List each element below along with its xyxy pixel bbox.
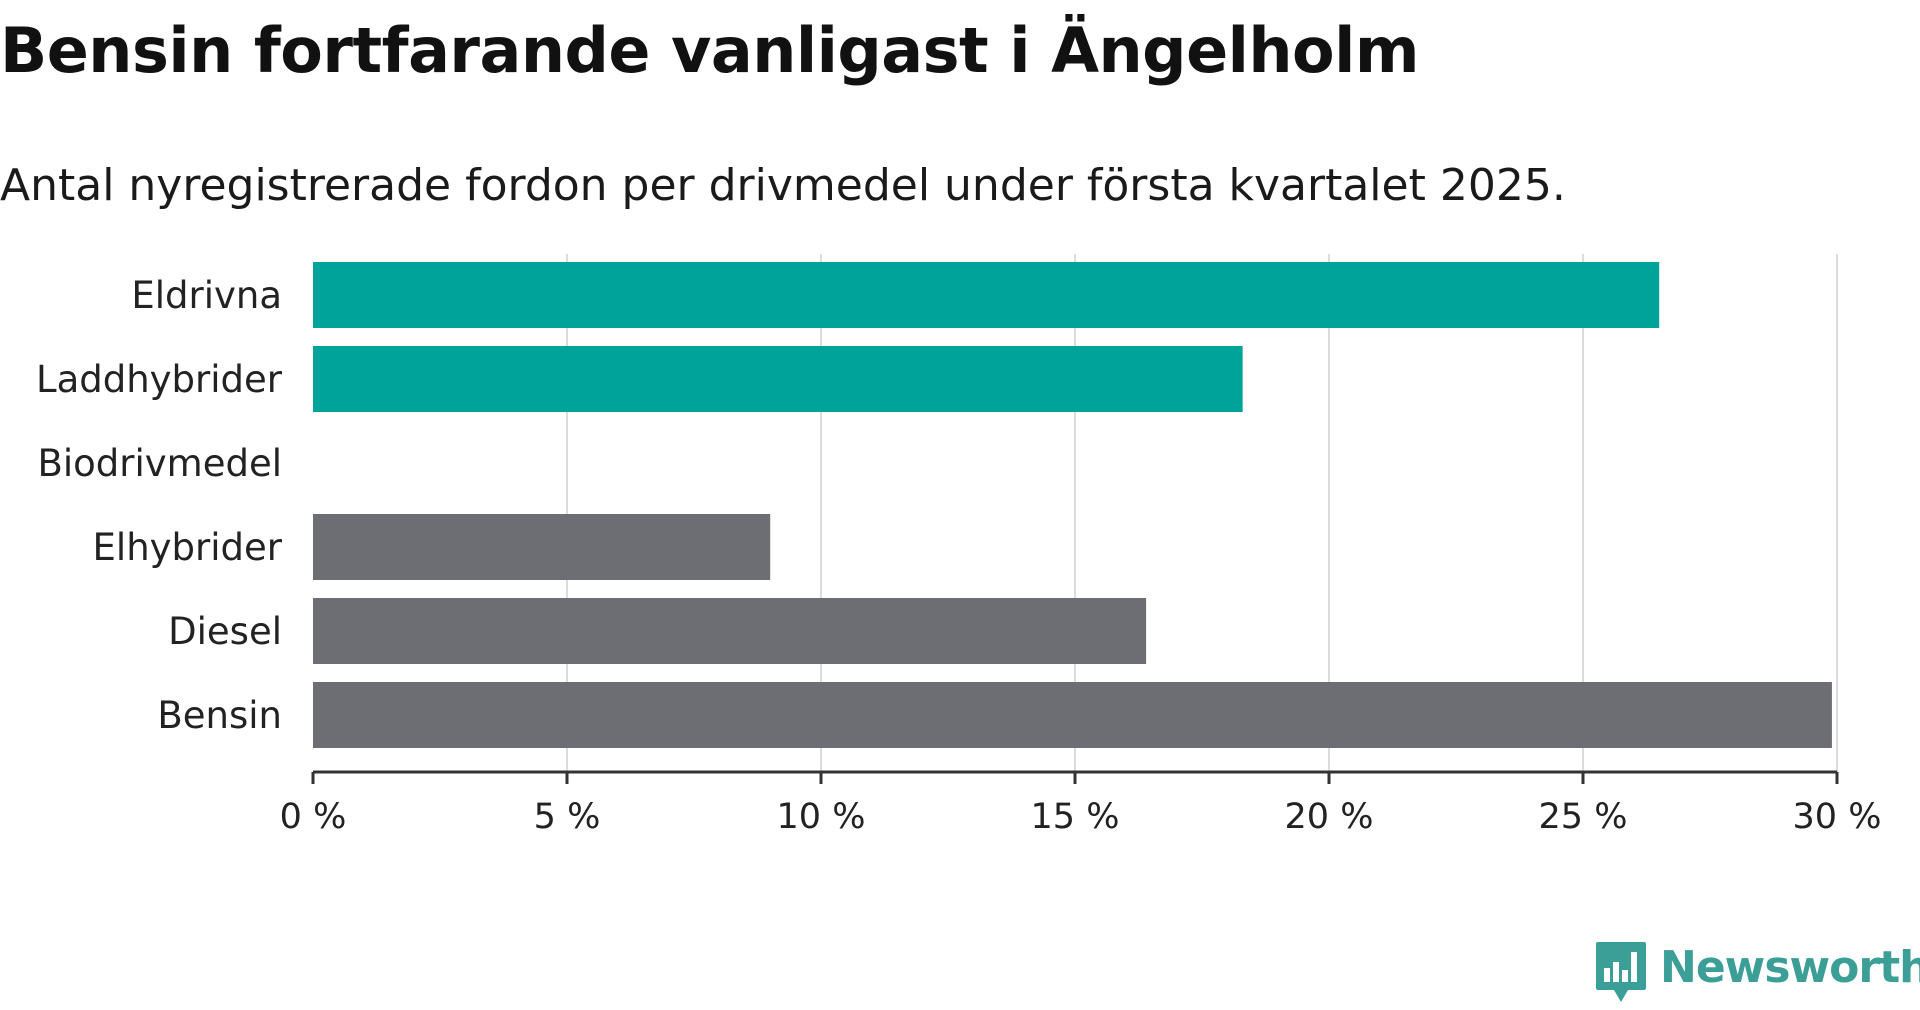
category-label: Elhybrider bbox=[93, 526, 283, 569]
x-tick-label: 15 % bbox=[1031, 797, 1120, 837]
x-tick-label: 20 % bbox=[1285, 797, 1374, 837]
bar-chart: Eldrivna Laddhybrider Biodrivmedel Elhybrid… bbox=[36, 254, 1882, 837]
x-tick-label: 5 % bbox=[534, 797, 601, 837]
x-tick-label: 10 % bbox=[777, 797, 866, 837]
chart-title: Bensin fortfarande vanligast i Ängelholm bbox=[0, 14, 1419, 87]
category-label: Laddhybrider bbox=[36, 358, 283, 401]
category-label: Bensin bbox=[157, 694, 282, 737]
brand-name: Newsworthy bbox=[1660, 942, 1920, 993]
x-tick-label: 0 % bbox=[280, 797, 347, 837]
bar-bensin bbox=[313, 682, 1832, 748]
x-tick-label: 25 % bbox=[1539, 797, 1628, 837]
bar-laddhybrider bbox=[313, 346, 1243, 412]
category-label: Eldrivna bbox=[131, 274, 282, 317]
category-label: Biodrivmedel bbox=[37, 442, 282, 485]
bar-diesel bbox=[313, 598, 1147, 664]
category-label: Diesel bbox=[168, 610, 282, 653]
chart-logo-icon bbox=[1596, 942, 1646, 1002]
chart-subtitle: Antal nyregistrerade fordon per drivmede… bbox=[0, 160, 1566, 211]
x-tick-label: 30 % bbox=[1793, 797, 1882, 837]
bar-elhybrider bbox=[313, 514, 771, 580]
newsworthy-logo: Newsworthy bbox=[1596, 936, 1920, 1008]
bar-eldrivna bbox=[313, 262, 1660, 328]
